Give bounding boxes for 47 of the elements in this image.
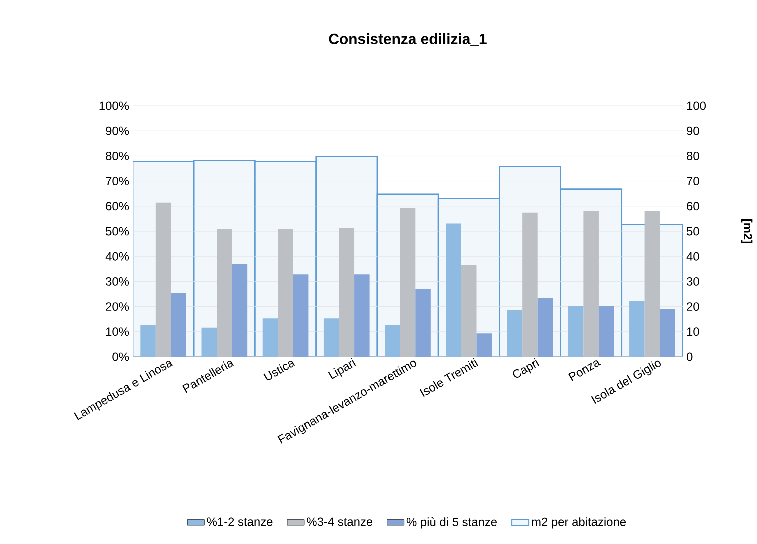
bar	[293, 274, 309, 357]
bar	[507, 310, 523, 357]
y2-tick-label: 10	[687, 328, 700, 336]
y-tick-label: 40%	[106, 252, 130, 261]
y-tick-label: 30%	[106, 277, 130, 286]
bar	[660, 310, 676, 357]
y2-tick-label: 50	[687, 227, 700, 236]
x-tick-label: Capri	[513, 358, 540, 378]
y2-tick-label: 80	[687, 152, 700, 160]
bar	[262, 318, 278, 357]
legend-label: %3-4 stanze	[307, 518, 373, 526]
bar	[385, 325, 400, 357]
bar	[630, 301, 645, 357]
y-tick-label: 0%	[112, 352, 130, 362]
y2-tick-label: 40	[686, 252, 700, 261]
bar	[568, 306, 584, 357]
y-tick-label: 20%	[106, 302, 130, 312]
legend-label: m2 per abitazione	[532, 518, 626, 529]
y-tick-label: 70%	[106, 177, 130, 186]
y2-tick-label: 70	[687, 177, 700, 186]
legend-label: %1-2 stanze	[207, 518, 273, 526]
y2-tick-label: 30	[686, 277, 700, 286]
bar	[202, 328, 218, 357]
y2-tick-label: 100	[687, 102, 706, 110]
y-tick-label: 80%	[106, 152, 130, 160]
y2-tick-label: 0	[686, 352, 693, 362]
y2-axis-title: [m2]	[742, 220, 753, 244]
y2-tick-label: 90	[687, 126, 700, 136]
bar	[324, 318, 340, 357]
y-tick-label: 10%	[106, 328, 130, 336]
legend-label: % più di 5 stanze	[406, 518, 497, 529]
bar	[171, 293, 186, 357]
bar	[354, 274, 370, 357]
bar	[446, 224, 462, 357]
bar	[598, 306, 614, 357]
y-tick-label: 100%	[100, 102, 130, 110]
y-tick-label: 60%	[106, 202, 130, 211]
bar	[476, 334, 492, 357]
y2-tick-label: 60	[687, 202, 700, 211]
bar	[232, 264, 248, 357]
y2-tick-label: 20	[687, 302, 700, 312]
y-tick-label: 50%	[106, 227, 130, 236]
y-tick-label: 90%	[106, 126, 130, 136]
bar	[140, 325, 156, 357]
bar	[416, 289, 431, 357]
bar	[538, 298, 554, 357]
chart-title: Consistenza edilizia_1	[329, 33, 487, 46]
